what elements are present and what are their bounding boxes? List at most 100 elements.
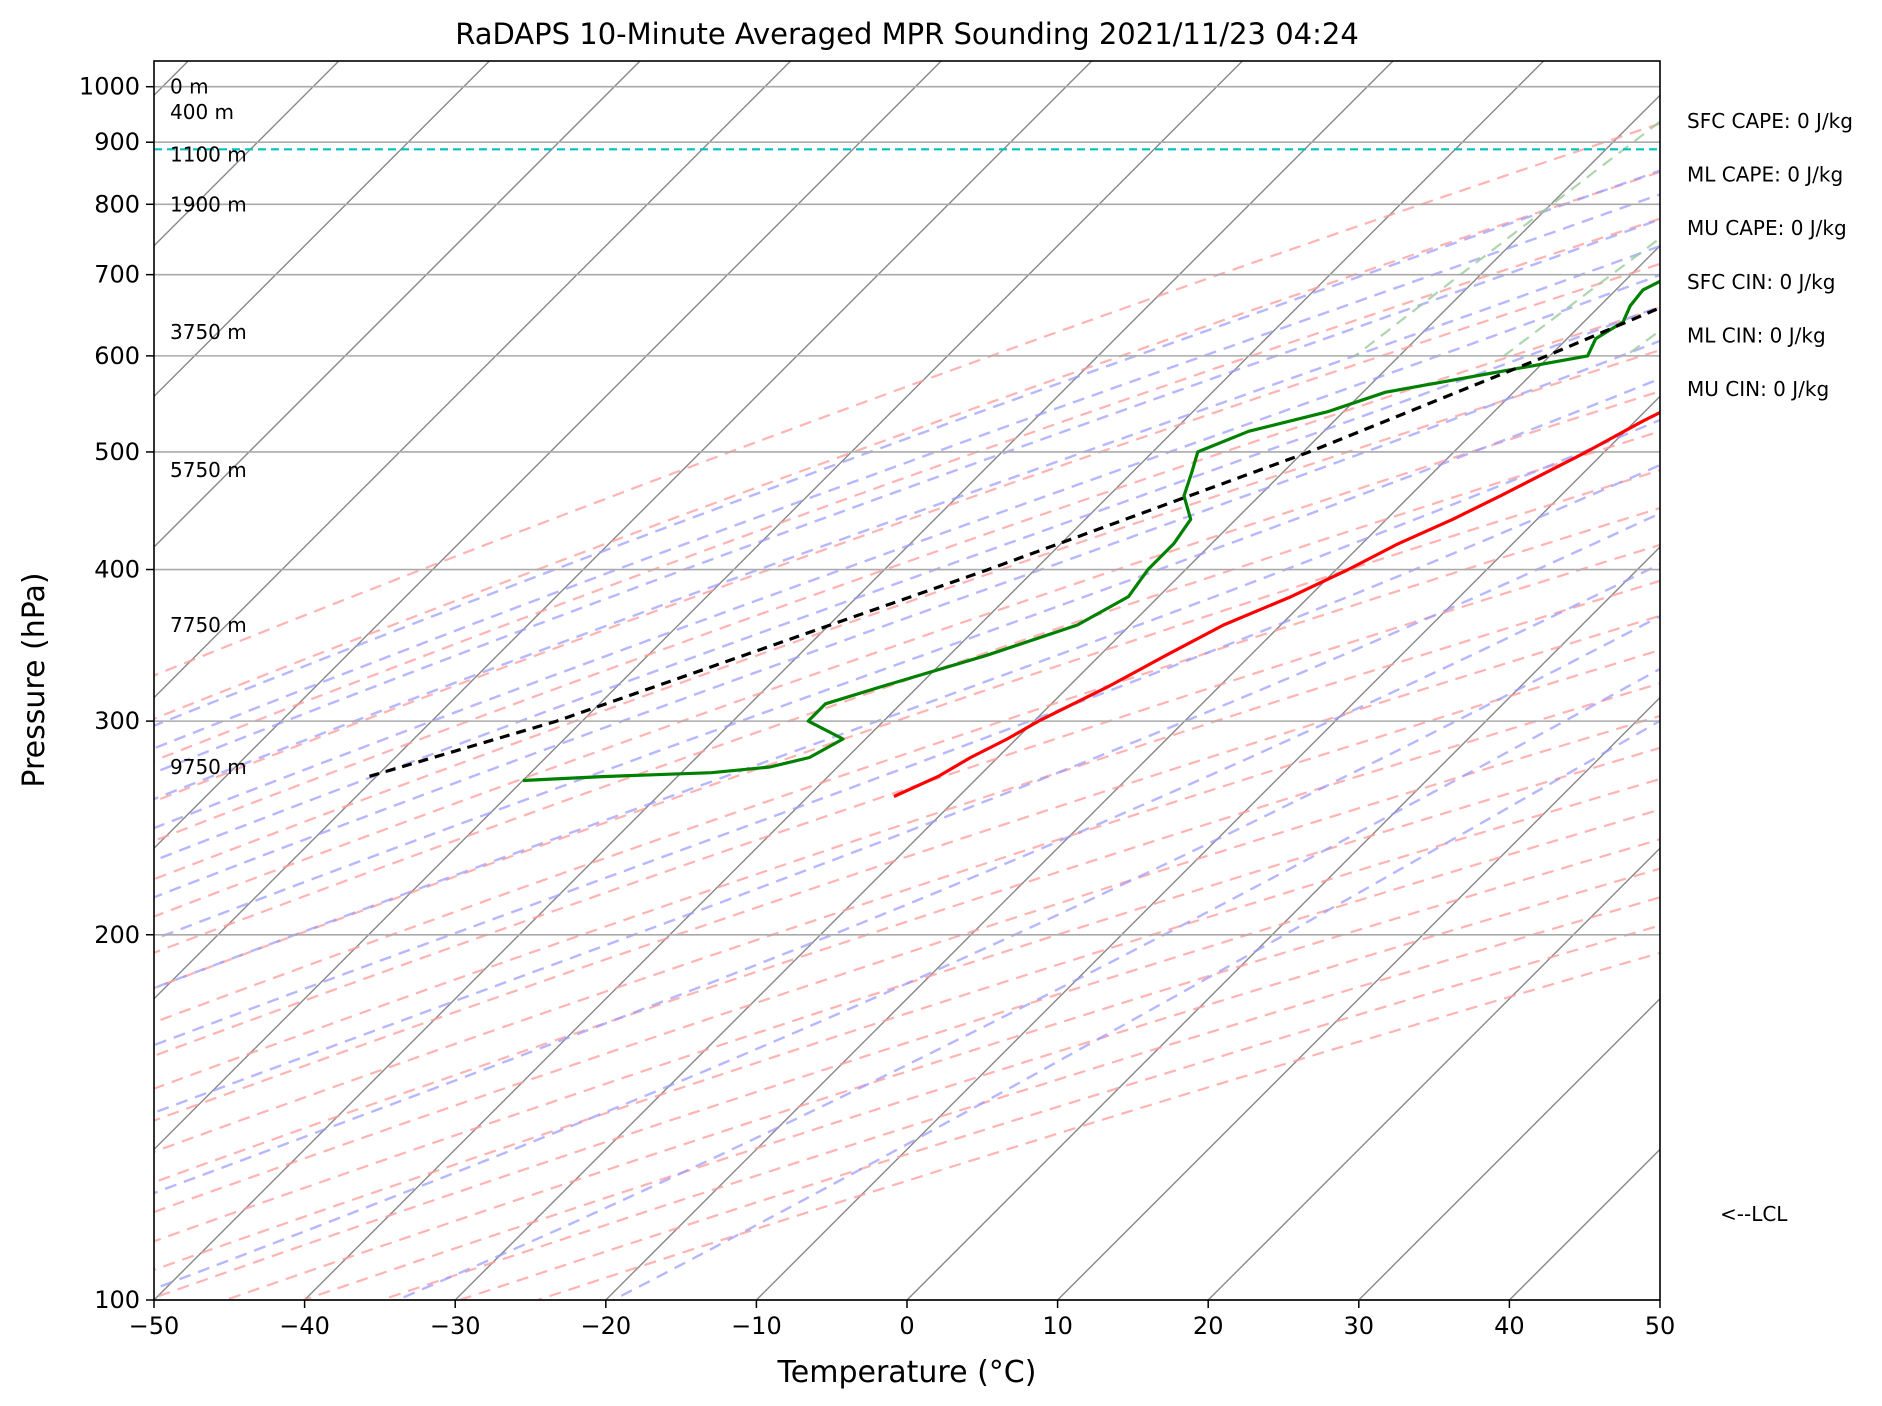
moist-adiabat-line: [154, 463, 1660, 1047]
isotherm-line: [154, 61, 942, 850]
dry-adiabat-line: [154, 348, 1660, 881]
y-tick-label: 400: [94, 556, 140, 584]
dry-adiabat-line: [154, 390, 1660, 918]
isotherm-line: [755, 395, 1660, 1300]
moist-adiabat-line: [154, 193, 1660, 750]
moist-adiabat-line: [154, 305, 1660, 862]
index-label: MU CIN: 0 J/kg: [1687, 377, 1829, 401]
x-tick-label: 0: [899, 1312, 914, 1340]
height-label: 3750 m: [170, 320, 247, 344]
y-tick-label: 100: [94, 1286, 140, 1314]
dry-adiabat-line: [154, 746, 1660, 1243]
mixing-ratio-line: [1354, 120, 1660, 357]
indices-panel: SFC CAPE: 0 J/kg ML CAPE: 0 J/kg MU CAPE: …: [1687, 109, 1853, 401]
axis-ticks: −50 −40 −30 −20 −10 0 10 20 30 40 50 100 200 300 400 50…: [79, 73, 1675, 1340]
x-tick-label: −30: [430, 1312, 481, 1340]
moist-adiabat-line: [154, 218, 1660, 774]
x-axis-label: Temperature (°C): [777, 1355, 1037, 1390]
height-label: 1100 m: [170, 143, 247, 167]
mixing-ratio-line: [1801, 61, 1882, 356]
dry-adiabat-line: [154, 430, 1660, 954]
y-tick-label: 500: [94, 438, 140, 466]
x-tick-label: 30: [1344, 1312, 1375, 1340]
moist-adiabat-line: [396, 667, 1660, 1300]
dry-adiabat-line: [154, 543, 1660, 1058]
y-tick-label: 700: [94, 261, 140, 289]
index-label: MU CAPE: 0 J/kg: [1687, 216, 1847, 240]
series-group: [154, 148, 1660, 798]
isotherm-line: [906, 546, 1660, 1300]
height-label: 400 m: [170, 100, 234, 124]
y-axis-label: Pressure (hPa): [17, 572, 52, 787]
isotherm-line: [1057, 696, 1660, 1300]
lcl-label: <--LCL: [1720, 1202, 1788, 1226]
isotherm-line: [304, 61, 1545, 1300]
y-tick-label: 1000: [79, 73, 140, 101]
moist-adiabat-line: [154, 273, 1660, 830]
mixing-ratio-line: [1503, 236, 1660, 357]
isotherm-line: [1811, 61, 1882, 1300]
index-label: ML CAPE: 0 J/kg: [1687, 163, 1843, 187]
moist-adiabat-line: [154, 244, 1660, 801]
dry-adiabat-line: [154, 217, 1660, 762]
dry-adiabat-line: [225, 838, 1660, 1300]
height-label: 7750 m: [170, 613, 247, 637]
x-tick-label: −50: [129, 1312, 180, 1340]
moist-adiabat-line: [154, 418, 1660, 990]
dry-adiabat-line: [154, 714, 1660, 1214]
dry-adiabat-line: [154, 777, 1660, 1272]
dry-adiabat-line: [154, 648, 1660, 1153]
moist-adiabat-line: [154, 562, 1660, 1195]
temperature-line: [893, 410, 1660, 798]
chart-title: RaDAPS 10-Minute Averaged MPR Sounding 2…: [455, 17, 1359, 51]
isotherm-line: [605, 244, 1660, 1300]
isotherm-line: [154, 61, 1394, 1300]
dry-adiabat-line: [154, 262, 1660, 803]
moist-adiabat-line: [154, 512, 1660, 1114]
dry-adiabat-line: [154, 170, 1660, 720]
index-label: SFC CIN: 0 J/kg: [1687, 270, 1835, 294]
isotherm-line: [454, 94, 1660, 1300]
x-tick-label: 20: [1193, 1312, 1224, 1340]
height-label: 0 m: [170, 75, 209, 99]
mixing-ratio-line: [1701, 61, 1882, 356]
isotherm-line: [154, 61, 490, 398]
y-tick-label: 800: [94, 190, 140, 218]
isotherm-line: [1659, 1299, 1660, 1300]
background-lines: [154, 61, 1882, 1300]
dry-adiabat-line: [154, 506, 1660, 1024]
isotherm-line: [154, 61, 1093, 1000]
y-tick-label: 300: [94, 707, 140, 735]
mixing-ratio-line: [1625, 329, 1660, 357]
x-tick-label: −40: [279, 1312, 330, 1340]
height-label: 5750 m: [170, 458, 247, 482]
x-tick-label: 50: [1645, 1312, 1676, 1340]
y-tick-label: 600: [94, 342, 140, 370]
dry-adiabat-line: [154, 579, 1660, 1090]
moist-adiabat-line: [612, 719, 1660, 1300]
isotherm-line: [1508, 1148, 1660, 1300]
moist-adiabat-line: [154, 169, 1660, 728]
parcel-line: [368, 306, 1660, 779]
isotherm-line: [154, 61, 641, 548]
index-label: SFC CAPE: 0 J/kg: [1687, 109, 1853, 133]
dry-adiabat-line: [154, 469, 1660, 990]
moist-adiabat-line: [154, 377, 1660, 941]
isotherm-line: [154, 61, 1243, 1151]
x-tick-label: 40: [1494, 1312, 1525, 1340]
height-label: 1900 m: [170, 192, 247, 216]
y-tick-label: 900: [94, 128, 140, 156]
dewpoint-line: [522, 279, 1660, 783]
dry-adiabat-line: [459, 924, 1660, 1300]
dry-adiabat-line: [537, 951, 1660, 1300]
isotherm-line: [1207, 847, 1660, 1300]
x-tick-label: −10: [731, 1312, 782, 1340]
dry-adiabat-line: [154, 682, 1660, 1184]
dry-adiabat-line: [154, 306, 1660, 843]
moist-adiabat-line: [154, 339, 1660, 899]
isotherm-line: [1358, 997, 1660, 1300]
height-label: 9750 m: [170, 755, 247, 779]
dry-adiabat-line: [154, 614, 1660, 1122]
